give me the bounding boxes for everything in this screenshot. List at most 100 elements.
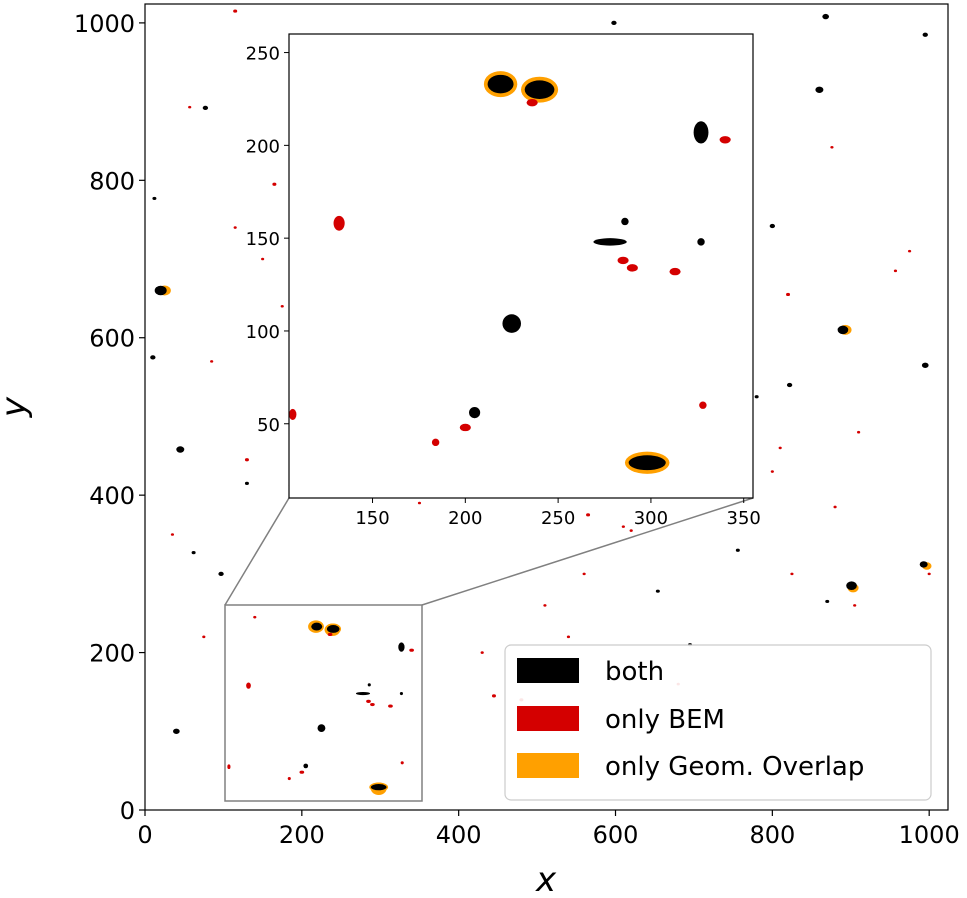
point-only-bem-21	[853, 604, 857, 607]
inset-plot-frame	[288, 33, 754, 499]
zoom-region-point-only-bem-16	[388, 704, 393, 708]
y-tick-label-800: 800	[89, 167, 135, 195]
zoom-region-point-only-bem-13	[227, 764, 231, 770]
y-tick-label-400: 400	[89, 482, 135, 510]
zoom-region-point-both-4	[326, 625, 340, 633]
zoom-region-point-only-bem-21	[287, 776, 291, 781]
zoom-region-point-both-7	[367, 683, 371, 687]
point-only-bem-20	[857, 430, 861, 434]
x-tick-label-1000: 1000	[899, 821, 960, 849]
inset-point-only-bem-18	[526, 98, 538, 107]
point-both-8	[921, 362, 929, 368]
inset-point-only-bem-13	[289, 408, 297, 421]
point-both-10	[176, 446, 185, 453]
zoom-region-point-both-8	[355, 691, 371, 696]
inset-point-both-8	[593, 238, 627, 246]
main-plot-frame	[144, 3, 949, 811]
point-only-bem-28	[170, 533, 175, 536]
legend-label-only-bem: only BEM	[605, 705, 725, 735]
zoom-region-point-only-bem-17	[366, 699, 371, 703]
inset-point-both-11	[469, 407, 481, 419]
point-only-bem-0	[233, 9, 238, 13]
legend-swatch-only-geom	[517, 753, 579, 778]
point-both-14	[919, 561, 928, 568]
legend-swatch-only-bem	[517, 706, 579, 731]
point-only-bem-29	[202, 635, 206, 639]
inset-point-only-bem-16	[669, 267, 681, 276]
point-only-bem-6	[210, 360, 214, 363]
point-only-bem-23	[543, 604, 547, 607]
inset-data-layer	[289, 71, 731, 474]
point-both-3	[202, 105, 209, 111]
point-both-20	[754, 395, 759, 399]
legend-label-only-geom: only Geom. Overlap	[605, 752, 864, 782]
x-tick-label-600: 600	[593, 821, 639, 849]
legend-box	[504, 644, 932, 801]
point-only-bem-11	[629, 529, 633, 532]
point-both-6	[154, 285, 167, 296]
zoom-region-point-only-bem-15	[370, 702, 375, 707]
y-tick-label-1000: 1000	[74, 10, 135, 38]
zoom-region-point-only-bem-14	[299, 770, 305, 774]
inset-point-only-bem-20	[699, 401, 707, 409]
legend-swatch-both	[517, 658, 579, 683]
point-only-bem-5	[280, 304, 284, 308]
point-only-bem-2	[272, 182, 277, 186]
inset-point-only-bem-15	[626, 264, 638, 272]
inset-axis-ticks: 150 200 250 300 350 50 100 150 200 250	[246, 44, 761, 529]
inset-y-tick-label-100: 100	[246, 322, 280, 343]
zoom-region-point-both-5	[370, 784, 387, 791]
point-only-bem-4	[261, 257, 265, 261]
point-both-7	[837, 325, 849, 335]
inset-connector-right	[421, 497, 754, 606]
inset-point-only-bem-19	[719, 136, 731, 144]
point-both-4	[815, 86, 824, 93]
inset-x-tick-label-150: 150	[355, 508, 389, 529]
inset-y-tick-label-50: 50	[257, 415, 280, 436]
zoom-region-point-only-bem-19	[409, 648, 414, 652]
inset-x-tick-label-300: 300	[634, 508, 668, 529]
zoom-region-point-both-9	[398, 642, 405, 652]
x-tick-label-400: 400	[436, 821, 482, 849]
inset-point-both-3	[487, 74, 514, 94]
point-only-bem-18	[907, 249, 912, 253]
point-only-bem-7	[244, 458, 249, 462]
point-both-16	[825, 599, 830, 604]
inset-y-tick-label-250: 250	[246, 44, 280, 65]
point-only-bem-14	[833, 505, 837, 509]
point-both-15	[846, 581, 857, 590]
point-only-bem-22	[790, 572, 794, 576]
point-both-13	[769, 223, 776, 229]
inset-x-tick-label-200: 200	[448, 508, 482, 529]
inset-y-tick-label-200: 200	[246, 136, 280, 157]
inset-point-both-10	[697, 238, 705, 246]
point-both-1	[822, 13, 830, 20]
y-axis-label: y	[0, 396, 34, 418]
main-axis-ticks: 0 200 400 600 800 1000 0 200 400 600 800 1000	[74, 10, 960, 849]
x-tick-label-800: 800	[749, 821, 795, 849]
inset-point-both-9	[693, 121, 709, 144]
point-both-9	[150, 355, 156, 360]
x-tick-label-0: 0	[137, 821, 152, 849]
zoom-region-point-both-10	[399, 691, 403, 696]
inset-point-only-bem-17	[617, 256, 629, 265]
zoom-region-point-both-11	[303, 763, 309, 769]
zoom-region-point-both-6	[317, 724, 326, 733]
point-only-bem-17	[893, 269, 898, 273]
point-only-bem-31	[253, 615, 257, 619]
point-both-22	[735, 548, 740, 552]
point-both-18	[191, 551, 196, 555]
inset-connector-left	[224, 497, 290, 606]
point-only-bem-32	[582, 572, 586, 576]
point-only-bem-12	[770, 470, 774, 473]
point-both-2	[922, 32, 928, 37]
point-only-bem-26	[491, 694, 496, 698]
inset-zoom-region	[224, 604, 423, 802]
point-only-bem-3	[233, 226, 237, 229]
point-both-0	[611, 20, 617, 26]
legend: both only BEM only Geom. Overlap	[504, 644, 932, 801]
point-only-bem-13	[778, 446, 782, 450]
x-tick-label-200: 200	[279, 821, 325, 849]
main-data-layer	[150, 9, 932, 796]
